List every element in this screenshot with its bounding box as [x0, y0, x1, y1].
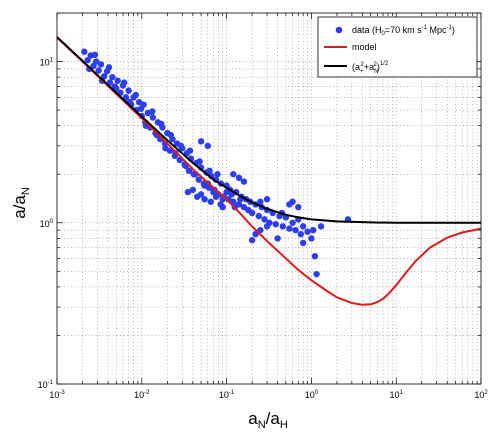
data-point [193, 193, 201, 200]
data-point [295, 203, 302, 211]
data-point [308, 235, 315, 242]
data-point [263, 223, 271, 230]
data-point [197, 138, 205, 145]
data-point [206, 167, 213, 175]
legend-data-marker [335, 26, 343, 34]
data-point [91, 51, 99, 59]
data-point [204, 142, 211, 150]
data-point [137, 105, 145, 112]
data-point [177, 142, 185, 150]
data-point [186, 147, 194, 154]
data-point [207, 198, 214, 205]
plot-area [56, 36, 482, 306]
data-point [299, 223, 307, 230]
data-point [230, 171, 237, 178]
model-curve [56, 36, 482, 306]
data-point [210, 188, 217, 196]
data-point [84, 56, 91, 64]
data-point [81, 48, 88, 55]
data-point [95, 67, 102, 74]
data-point [257, 198, 264, 205]
data-point [189, 186, 197, 194]
data-point [304, 228, 311, 235]
data-point [235, 174, 243, 182]
data-point [286, 225, 293, 232]
data-point [93, 58, 100, 65]
data-point [149, 114, 157, 121]
plot-frame [56, 12, 482, 385]
data-point [125, 87, 132, 94]
x-axis-title: aN/aH [248, 409, 288, 431]
data-point [248, 236, 256, 244]
x-tick-label: 101 [390, 390, 404, 400]
legend-curve-label: (a+2+aN2)1/2 [352, 61, 389, 75]
x-tick-label: 102 [474, 390, 488, 400]
data-point [297, 230, 305, 238]
x-tick-label: 100 [305, 390, 319, 400]
data-point [120, 79, 128, 86]
data-point [223, 188, 230, 196]
data-point [219, 203, 226, 211]
data-point [114, 77, 121, 84]
interpolation-curve [56, 36, 481, 224]
y-tick-label: 100 [40, 219, 54, 229]
data-point [122, 94, 130, 101]
legend-model-label: model [352, 42, 377, 52]
data-point [263, 196, 271, 203]
x-tick-label: 10-2 [134, 390, 150, 400]
data-point [317, 223, 325, 230]
data-point [105, 64, 113, 71]
legend: data (H0=70 km s-1 Mpc-1) model (a+2+aN2… [317, 16, 478, 78]
data-point [274, 235, 281, 242]
data-point [261, 216, 268, 223]
data-point [299, 239, 307, 247]
y-tick-label: 10-1 [38, 380, 54, 390]
y-tick-label: 101 [40, 58, 54, 68]
data-point [214, 171, 221, 178]
axis-ticks: 10-3 10-2 10-1 100 101 102 10-1 100 101 [38, 12, 488, 400]
data-point [313, 270, 320, 278]
data-point [196, 158, 203, 165]
data-point [149, 108, 156, 115]
grid-lines [57, 13, 481, 384]
data-point [158, 120, 165, 128]
data-point [195, 176, 202, 183]
data-point [255, 212, 263, 220]
data-point [132, 91, 140, 99]
data-point [212, 193, 220, 200]
x-tick-label: 10-3 [49, 390, 65, 400]
data-point [109, 73, 116, 81]
data-point [97, 61, 105, 68]
y-axis-title: a/aN [10, 187, 32, 219]
data-point [279, 223, 287, 230]
legend-data-label: data (H0=70 km s-1 Mpc-1) [352, 25, 455, 37]
data-point [201, 196, 208, 203]
x-tick-label: 10-1 [219, 390, 235, 400]
data-point [240, 178, 248, 185]
data-point [292, 226, 299, 234]
data-point [248, 209, 256, 217]
data-point [289, 219, 296, 226]
data-point [185, 167, 193, 175]
data-point [167, 131, 175, 139]
data-point [172, 150, 179, 157]
data-point [272, 220, 279, 228]
data-point [311, 253, 319, 260]
data-point [309, 226, 317, 234]
data-point [162, 145, 169, 152]
data-point [184, 188, 192, 196]
data-point [286, 201, 293, 208]
